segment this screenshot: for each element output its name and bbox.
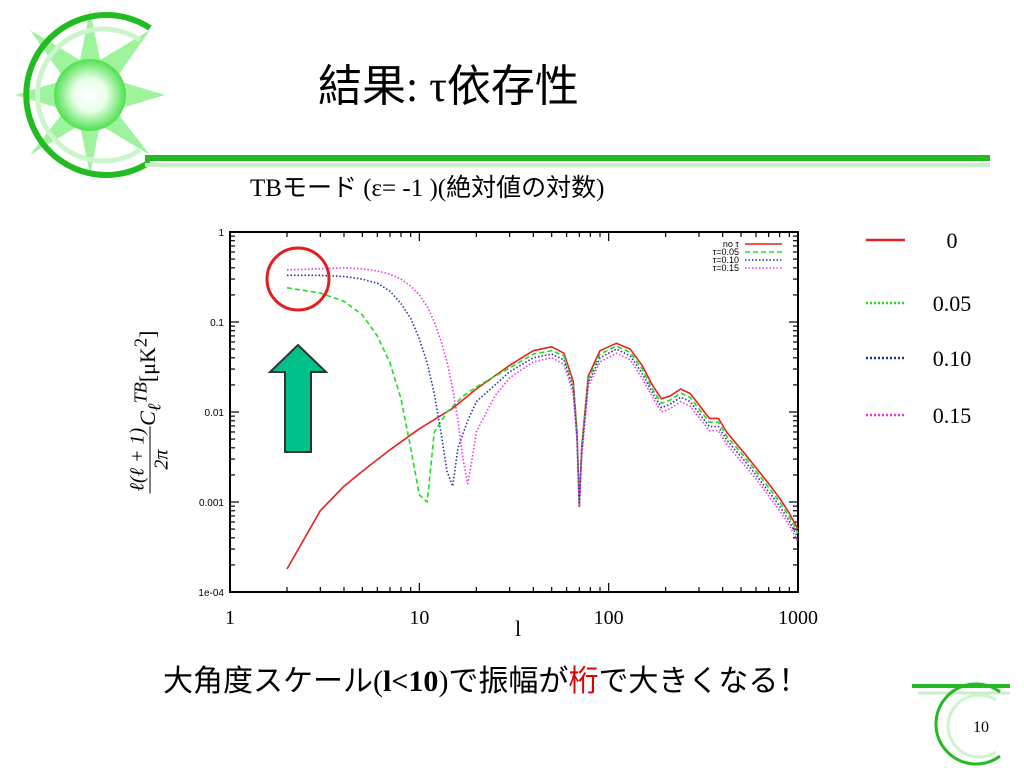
conclusion-part2: l<10 [383,665,439,698]
series-line-1 [286,287,799,534]
logo-ring-inner [35,26,142,164]
series-line-2 [287,274,799,539]
conclusion-part1: 大角度スケール( [163,665,383,698]
x-axis-label: l [515,616,521,641]
conclusion-text: 大角度スケール(l<10)で振幅が桁で大きくなる！ [163,662,808,702]
x-tick-label: 1 [225,607,235,629]
outer-legend: 0 0.05 0.10 0.15 [866,228,971,428]
y-tick-label: 0.001 [199,498,224,509]
chart-subtitle: TBモード (ε= -1 )(絶対値の対数) [250,175,605,202]
axis-ticks [229,231,799,593]
plot-frame [229,231,799,593]
logo-ring [23,12,152,178]
y-tick-label: 1 [218,228,224,239]
conclusion-part4: で大きくなる！ [598,665,809,698]
x-tick-label: 100 [594,607,624,629]
outer-legend-label: 0.10 [933,346,972,371]
y-tick-labels: 1e-04 0.001 0.01 0.1 1 [198,228,224,599]
x-tick-label: 10 [409,607,429,629]
page-number: 10 [973,719,989,736]
inner-legend-label: τ=0.10 [713,255,739,265]
highlight-circle [265,246,331,312]
inner-legend-label: no τ [723,239,740,249]
page-title: 結果: τ依存性 [318,62,579,111]
x-tick-label: 1000 [778,607,818,629]
corner-logo [15,10,165,178]
header-rule-light [145,163,990,167]
series-line-0 [286,342,799,570]
series-group [286,266,799,570]
y-tick-label: 0.01 [205,408,225,419]
outer-legend-label: 0.05 [933,291,972,316]
outer-legend-label: 0 [947,228,958,253]
header-rule [145,155,990,161]
up-arrow-icon [267,343,329,453]
outer-legend-label: 0.15 [933,403,972,428]
inner-legend-label: τ=0.05 [713,247,739,257]
inner-legend: no ττ=0.05τ=0.10τ=0.15 [713,239,782,273]
y-tick-label: 1e-04 [198,588,224,599]
y-tick-label: 0.1 [210,318,224,329]
conclusion-part3: )で振幅が [438,665,569,698]
inner-legend-label: τ=0.15 [713,263,739,273]
x-tick-labels: 1 10 100 1000 [225,607,818,629]
conclusion-emphasis: 桁 [568,665,599,698]
footer-decoration [912,682,1010,766]
